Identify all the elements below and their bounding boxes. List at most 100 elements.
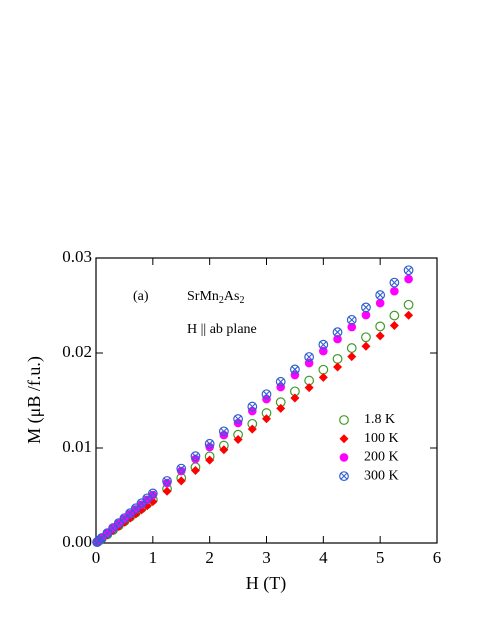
point-ring	[389, 277, 400, 288]
point	[375, 321, 386, 332]
point	[403, 265, 414, 276]
point-ring	[346, 314, 357, 325]
point	[162, 476, 172, 486]
legend-marker	[339, 471, 349, 482]
x-tick-label: 0	[92, 548, 101, 567]
point	[190, 451, 201, 462]
point-cross	[362, 304, 370, 311]
point-cross	[390, 279, 398, 286]
x-tick-label: 2	[205, 548, 214, 567]
point-ring	[304, 352, 315, 362]
point-ring	[119, 513, 130, 524]
legend-label: 100 K	[364, 431, 399, 446]
point-cross	[234, 415, 242, 423]
point	[332, 327, 343, 338]
point-cross	[177, 465, 185, 473]
field-label: H || ab plane	[187, 322, 257, 337]
point-ring	[318, 339, 329, 350]
y-tick-label: 0.00	[62, 532, 92, 551]
point-cross	[149, 490, 157, 497]
point-ring	[162, 476, 172, 486]
y-tick-label: 0.02	[62, 342, 92, 361]
x-tick-label: 4	[319, 548, 328, 567]
panel-label: (a)	[133, 289, 149, 304]
point-cross	[319, 341, 327, 349]
point-cross	[192, 452, 199, 460]
point-cross	[291, 366, 299, 373]
point-ring	[339, 471, 349, 482]
point-ring	[403, 265, 414, 276]
point	[361, 310, 371, 320]
point	[190, 466, 200, 476]
compound-label: SrMn2As2	[187, 289, 244, 306]
point-cross	[220, 427, 228, 435]
point	[404, 310, 414, 320]
point-ring	[176, 463, 187, 474]
point	[130, 503, 141, 514]
point	[204, 438, 215, 449]
point-ring	[261, 389, 272, 400]
point-ring	[204, 438, 215, 449]
point	[233, 414, 243, 424]
legend-marker	[339, 453, 349, 462]
point-cross	[263, 390, 270, 398]
point	[304, 383, 314, 393]
point-ring	[332, 327, 343, 338]
point	[304, 352, 315, 362]
point	[205, 442, 214, 452]
point-ring	[290, 364, 300, 375]
point	[346, 343, 357, 353]
point-ring	[125, 508, 136, 519]
point-ring	[375, 290, 386, 300]
point-ring	[147, 488, 158, 499]
point	[361, 341, 371, 351]
point	[389, 321, 399, 331]
point	[375, 331, 385, 341]
point-cross	[376, 291, 384, 299]
point	[346, 314, 357, 325]
point	[233, 434, 243, 444]
point-ring	[102, 528, 113, 539]
point	[318, 372, 328, 382]
point	[261, 389, 272, 400]
point	[102, 528, 113, 539]
point-ring	[93, 535, 104, 546]
point	[332, 353, 343, 364]
point-ring	[361, 302, 371, 313]
point	[333, 334, 342, 344]
point	[276, 382, 286, 392]
point	[375, 298, 385, 308]
y-tick-label: 0.03	[62, 247, 92, 266]
point	[147, 488, 158, 499]
point-ring	[275, 376, 286, 387]
point	[162, 478, 172, 488]
y-tick-label: 0.01	[62, 437, 92, 456]
x-axis-label: H (T)	[246, 573, 286, 594]
point-cross	[405, 266, 412, 274]
point	[404, 274, 413, 284]
point-ring	[142, 493, 153, 504]
legend-label: 200 K	[364, 450, 399, 465]
point	[347, 322, 357, 332]
point	[318, 339, 329, 350]
point	[219, 445, 229, 455]
point	[176, 463, 187, 474]
point-ring	[233, 414, 243, 424]
point	[389, 310, 400, 321]
legend-marker	[339, 434, 349, 444]
point	[262, 414, 271, 424]
point	[176, 476, 186, 486]
point-ring	[247, 401, 258, 412]
point-ring	[130, 503, 141, 514]
point	[191, 454, 200, 464]
point	[403, 299, 414, 310]
point-cross	[206, 440, 214, 448]
point	[318, 364, 329, 375]
point-cross	[163, 477, 171, 485]
point-cross	[248, 403, 256, 410]
legend-label: 1.8 K	[364, 412, 395, 427]
point-ring	[108, 523, 118, 533]
point	[276, 403, 286, 413]
point-ring	[190, 451, 201, 462]
